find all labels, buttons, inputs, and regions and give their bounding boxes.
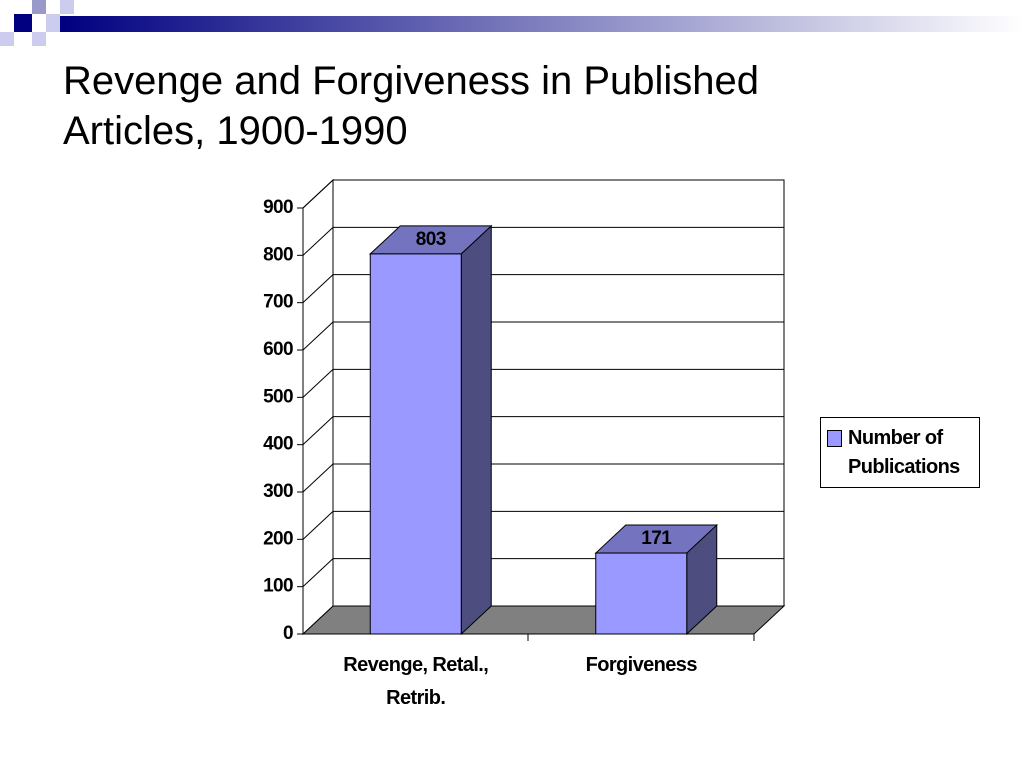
y-tick-label: 700 [263, 292, 293, 313]
legend-swatch [827, 430, 842, 447]
grid-line [302, 510, 334, 540]
y-tick-label: 900 [263, 197, 293, 218]
legend-label: Number of Publications [848, 427, 960, 478]
y-tick-label: 600 [263, 339, 293, 360]
x-tick-label: Forgiveness [585, 654, 698, 676]
deco-square [14, 14, 32, 32]
legend: Number of Publications [820, 417, 980, 488]
grid-line [302, 368, 334, 398]
y-tick-label: 800 [263, 244, 293, 265]
grid-line [302, 321, 334, 351]
grid-line [302, 179, 334, 209]
y-tick-label: 300 [263, 481, 293, 502]
value-label: 803 [416, 229, 446, 250]
bar-side [460, 224, 492, 636]
grid-line [302, 558, 334, 588]
y-tick-label: 400 [263, 434, 293, 455]
header-bar [60, 16, 1024, 32]
y-tick-label: 100 [263, 576, 293, 597]
grid-line [302, 226, 334, 256]
grid-line [302, 416, 334, 446]
value-label: 171 [641, 528, 672, 549]
deco-square [32, 0, 46, 14]
side-wall [302, 178, 334, 636]
y-tick-label: 200 [263, 528, 293, 549]
bar [369, 253, 462, 635]
bar [595, 552, 688, 635]
grid-line [302, 274, 334, 304]
deco-square [60, 0, 74, 14]
deco-square [46, 14, 60, 32]
chart-title: Revenge and Forgiveness in Published Art… [63, 59, 759, 153]
deco-square [0, 32, 14, 46]
grid-line [302, 463, 334, 493]
deco-square [32, 32, 46, 46]
y-tick-label: 500 [263, 386, 293, 407]
y-tick-label: 0 [283, 623, 293, 644]
x-tick-label: Revenge, Retal., Retrib. [343, 654, 489, 709]
plot: 0 100 200 300 400 500 600 700 800 900 803 171 [263, 179, 784, 644]
